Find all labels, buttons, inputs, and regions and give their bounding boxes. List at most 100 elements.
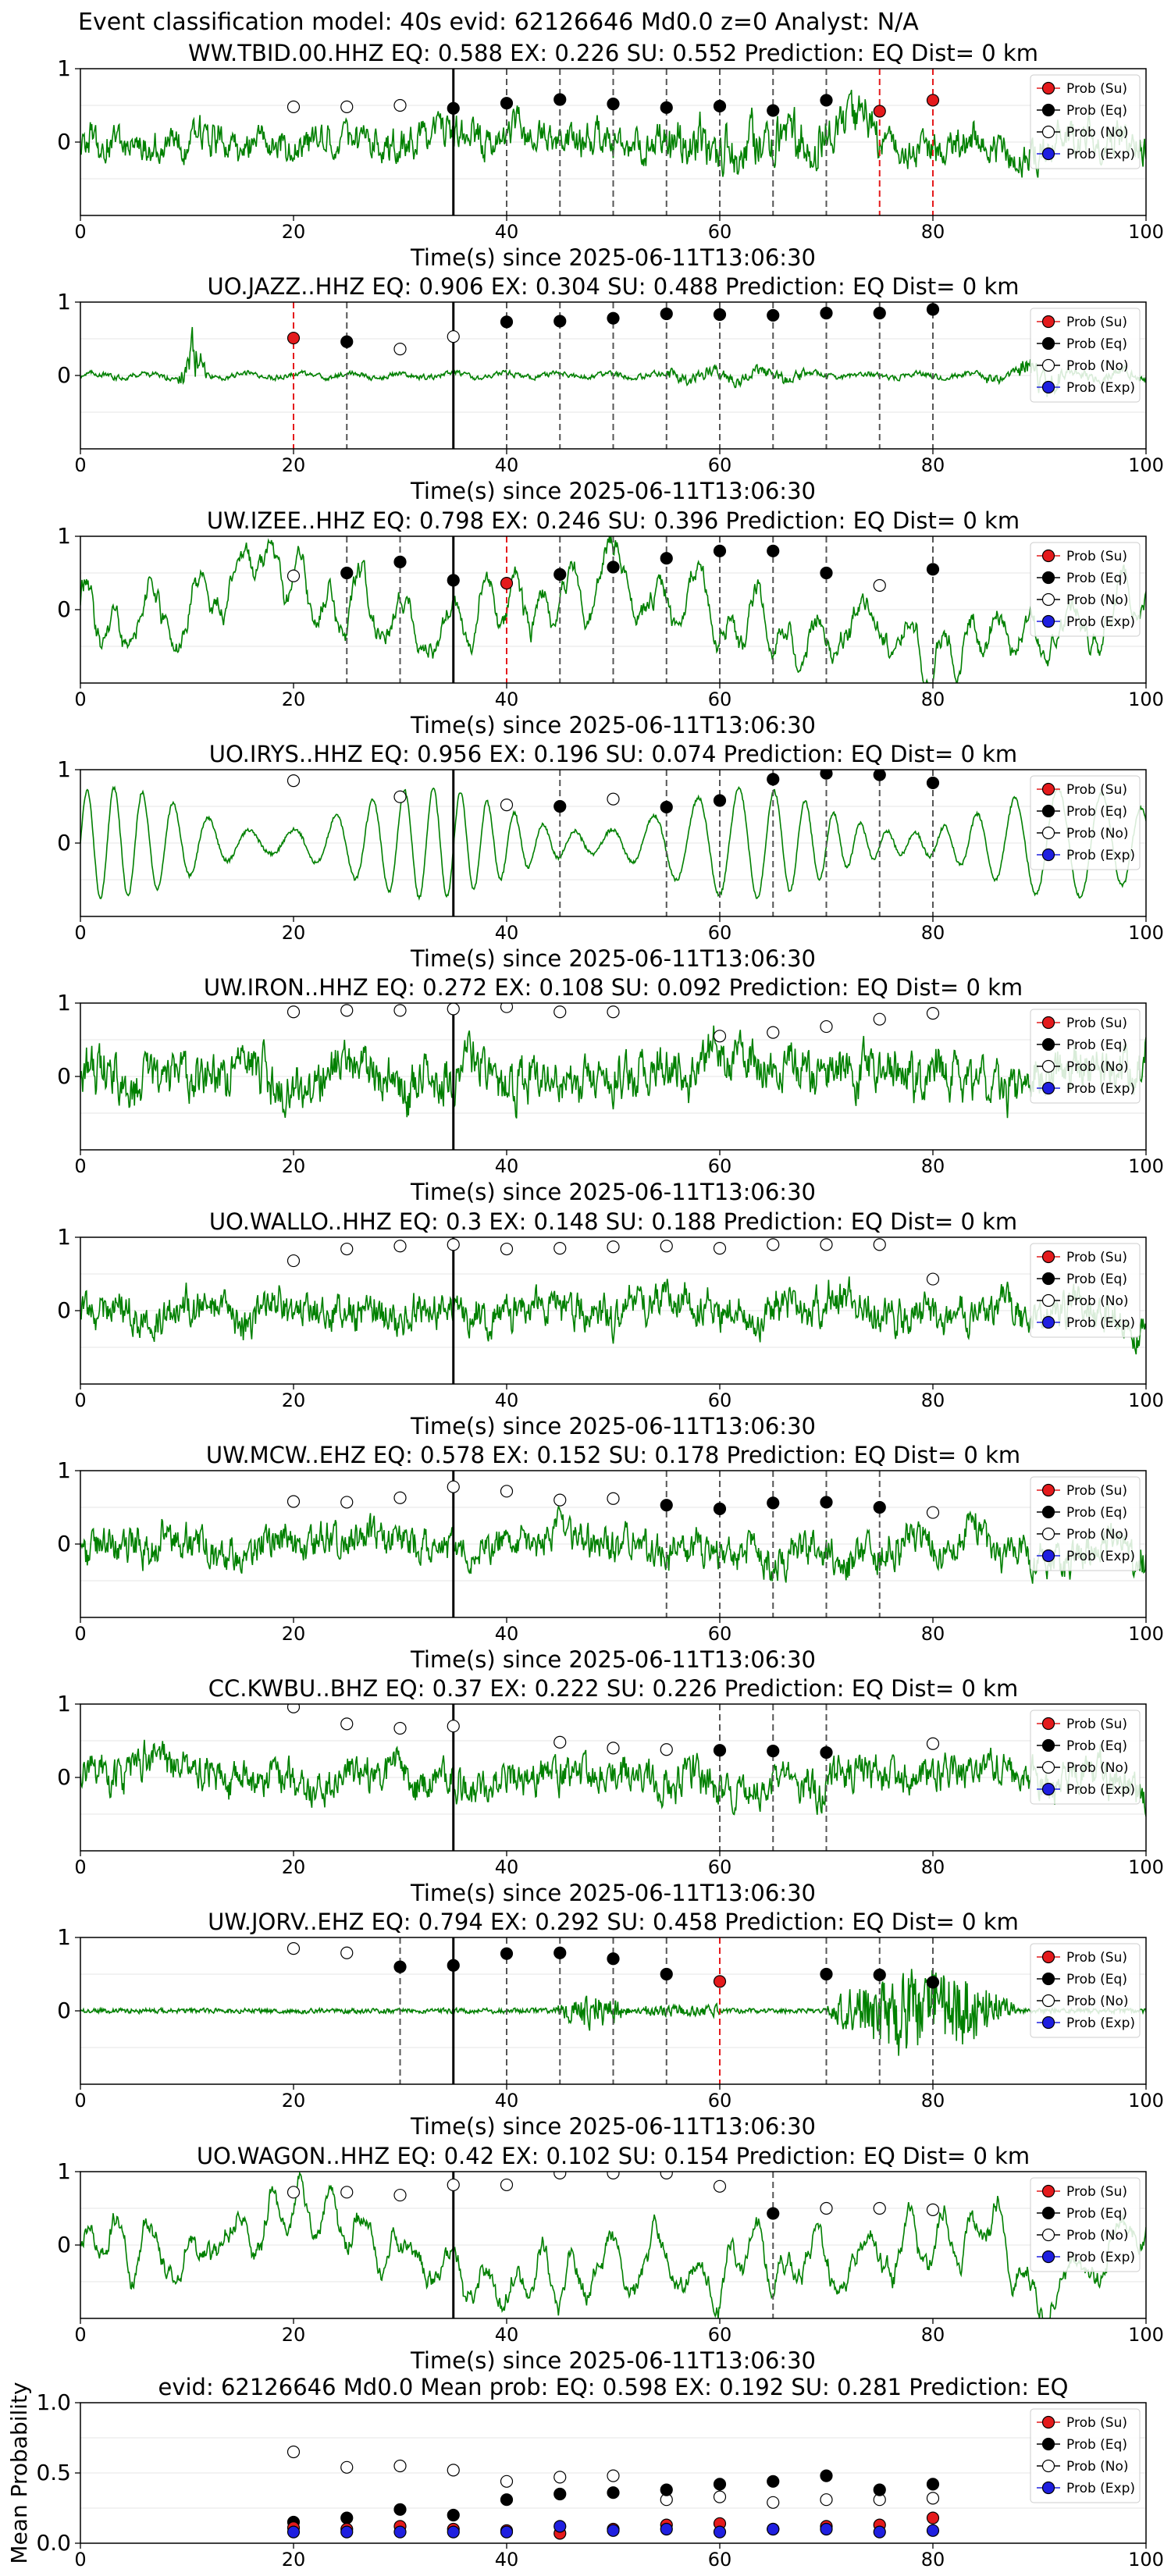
- prob-no-point: [500, 2178, 514, 2192]
- legend-marker: [1041, 1081, 1055, 1095]
- prob-eq-point: [873, 307, 886, 320]
- prob-no-point: [873, 578, 886, 592]
- y-tick-label: 0: [57, 362, 71, 388]
- plot-area: [80, 1471, 1146, 1617]
- panel-9: UW.JORV..EHZ EQ: 0.794 EX: 0.292 SU: 0.4…: [57, 1909, 1164, 2140]
- prob-eq-point: [767, 104, 780, 117]
- prob-no-point: [340, 1004, 354, 1017]
- prob-no-point: [340, 1717, 354, 1731]
- plot-area: [80, 2172, 1146, 2318]
- legend-marker: [1041, 358, 1055, 372]
- waveform-trace: [80, 536, 1146, 683]
- prob-eq-point: [820, 307, 833, 320]
- x-tick-label: 100: [1128, 2324, 1164, 2346]
- legend-box: [1030, 1009, 1141, 1104]
- y-tick-label: 1: [57, 1224, 71, 1250]
- prob-no-point: [340, 1946, 354, 1959]
- prob-eq-point: [660, 1967, 673, 1981]
- legend-marker: [1041, 1549, 1055, 1563]
- prob-eq-point: [713, 99, 727, 113]
- legend-marker: [1041, 549, 1055, 563]
- legend-marker: [1041, 315, 1055, 329]
- waveform-trace: [80, 2172, 1146, 2318]
- prob-no-point: [713, 1030, 727, 1043]
- legend-marker: [1041, 2184, 1055, 2198]
- x-tick-label: 80: [921, 688, 945, 710]
- x-tick-label: 0: [74, 1856, 86, 1878]
- prob-no-point: [500, 1242, 514, 1256]
- legend-marker: [1041, 1037, 1055, 1051]
- x-tick-label: 80: [921, 1155, 945, 1177]
- x-tick-label: 20: [282, 2549, 306, 2571]
- legend-marker: [1041, 380, 1055, 394]
- prob-eq-point: [713, 308, 727, 322]
- prob-eq-point: [553, 93, 567, 106]
- plot-area: [80, 1237, 1146, 1384]
- prob-eq-point: [393, 1960, 407, 1973]
- prob-no-point: [660, 2172, 673, 2179]
- x-tick-label: 60: [708, 2324, 732, 2346]
- legend-marker: [1041, 2437, 1055, 2451]
- plot-area: [80, 1003, 1146, 1150]
- legend-label: Prob (Eq): [1066, 1272, 1127, 1287]
- prob-eq-point: [820, 770, 833, 780]
- legend-label: Prob (Eq): [1066, 1972, 1127, 1987]
- legend-label: Prob (Exp): [1066, 147, 1135, 162]
- legend-marker: [1041, 1717, 1055, 1731]
- prob-no-point: [447, 2464, 460, 2477]
- legend-label: Prob (Exp): [1066, 848, 1135, 863]
- legend-label: Prob (Exp): [1066, 614, 1135, 630]
- x-tick-label: 60: [708, 1155, 732, 1177]
- y-tick-label: 1: [57, 55, 71, 81]
- y-axis-label: Mean Probability: [6, 2382, 32, 2564]
- x-tick-label: 20: [282, 688, 306, 710]
- legend-label: Prob (Exp): [1066, 1315, 1135, 1331]
- legend-label: Prob (No): [1066, 1293, 1129, 1309]
- legend-marker: [1041, 1760, 1055, 1774]
- x-axis-label: Time(s) since 2025-06-11T13:06:30: [410, 945, 816, 972]
- prob-su-point: [500, 577, 514, 590]
- x-tick-label: 20: [282, 1155, 306, 1177]
- prob-su-point: [926, 94, 940, 107]
- legend-box: [1030, 775, 1141, 870]
- x-tick-label: 20: [282, 1389, 306, 1411]
- waveform-trace: [80, 1739, 1146, 1817]
- x-tick-label: 40: [495, 454, 519, 476]
- prob-eq-point: [713, 2478, 727, 2491]
- legend-marker: [1041, 614, 1055, 628]
- legend-marker: [1041, 1782, 1055, 1796]
- legend-label: Prob (Eq): [1066, 571, 1127, 586]
- prob-exp-point: [873, 2525, 886, 2539]
- panel-title: CC.KWBU..BHZ EQ: 0.37 EX: 0.222 SU: 0.22…: [208, 1675, 1018, 1702]
- prob-eq-point: [820, 566, 833, 580]
- x-tick-label: 40: [495, 2090, 519, 2112]
- legend-label: Prob (No): [1066, 1760, 1129, 1776]
- prob-no-point: [500, 1485, 514, 1498]
- prob-eq-point: [607, 98, 620, 111]
- legend-box: [1030, 542, 1141, 637]
- x-tick-label: 100: [1128, 1155, 1164, 1177]
- prob-no-point: [287, 774, 301, 788]
- legend-marker: [1041, 782, 1055, 796]
- x-tick-label: 0: [74, 454, 86, 476]
- prob-eq-point: [767, 2207, 780, 2220]
- prob-eq-point: [820, 1496, 833, 1509]
- prob-eq-point: [820, 1745, 833, 1759]
- prob-no-point: [287, 2445, 301, 2459]
- y-tick-label: 1: [57, 1924, 71, 1950]
- prob-no-point: [393, 2459, 407, 2473]
- x-axis-label: Time(s) since 2025-06-11T13:06:30: [410, 712, 816, 738]
- x-axis-label: Time(s) since 2025-06-11T13:06:30: [410, 1880, 816, 1906]
- legend-marker: [1041, 571, 1055, 585]
- prob-eq-point: [500, 1947, 514, 1960]
- plot-area: [80, 69, 1146, 215]
- plot-area: [80, 536, 1146, 683]
- plot-area: [80, 302, 1146, 449]
- x-tick-label: 100: [1128, 2090, 1164, 2112]
- y-tick-label: 1: [57, 1457, 71, 1483]
- prob-eq-point: [767, 2475, 780, 2488]
- prob-exp-point: [820, 2522, 833, 2536]
- x-tick-label: 80: [921, 2549, 945, 2571]
- y-tick-label: 0: [57, 830, 71, 856]
- prob-no-point: [607, 2172, 620, 2179]
